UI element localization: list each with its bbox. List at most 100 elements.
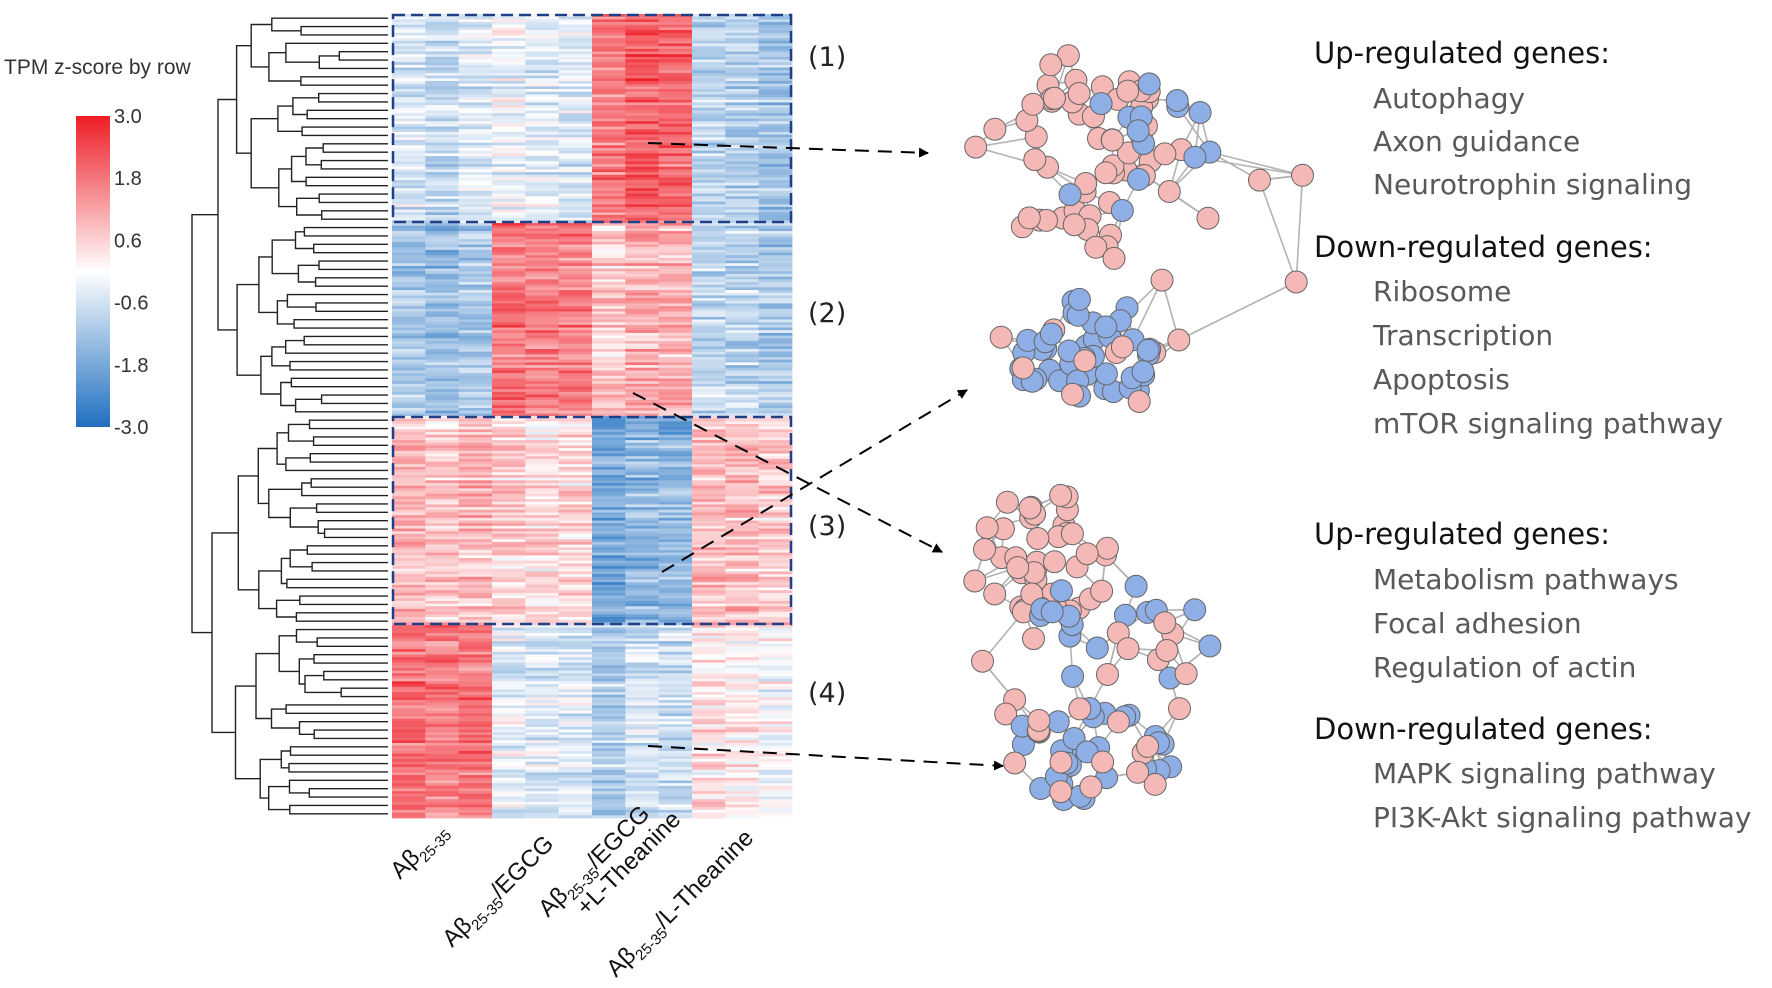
heatmap-cell	[625, 678, 660, 682]
heatmap-cell	[725, 515, 760, 519]
heatmap-cell	[625, 381, 660, 385]
heatmap-cell	[558, 643, 593, 647]
heatmap-cell	[458, 239, 493, 243]
heatmap-cell	[392, 662, 426, 666]
heatmap-cell	[758, 59, 793, 63]
heatmap-cell	[725, 550, 760, 554]
heatmap-cell	[758, 359, 793, 363]
heatmap-cell	[525, 110, 560, 114]
heatmap-cell	[558, 118, 593, 122]
heatmap-cell	[558, 370, 593, 374]
heatmap-cell	[525, 726, 560, 730]
heatmap-cell	[458, 617, 493, 621]
heatmap-cell	[492, 72, 526, 77]
heatmap-cell	[625, 327, 660, 331]
heatmap-cell	[758, 681, 793, 685]
heatmap-cell	[492, 340, 526, 345]
heatmap-cell	[492, 56, 526, 60]
heatmap-cell	[558, 343, 593, 347]
heatmap-cell	[492, 375, 526, 379]
heatmap-cell	[425, 480, 460, 484]
heatmap-cell	[592, 466, 626, 470]
heatmap-cell	[492, 139, 526, 144]
heatmap-cell	[692, 568, 726, 572]
heatmap-cell	[592, 81, 626, 85]
heatmap-cell	[592, 257, 626, 261]
heatmap-cell	[658, 249, 693, 253]
heatmap-cell	[492, 86, 526, 90]
heatmap-cell	[625, 812, 660, 816]
heatmap-cell	[625, 450, 660, 454]
heatmap-cell	[558, 466, 593, 470]
heatmap-cell	[725, 421, 760, 425]
heatmap-cell	[392, 338, 426, 342]
heatmap-cell	[758, 686, 793, 690]
heatmap-cell	[425, 139, 460, 144]
heatmap-cell	[425, 330, 460, 334]
heatmap-cell	[692, 322, 726, 326]
heatmap-cell	[492, 432, 526, 436]
heatmap-cell	[392, 91, 426, 95]
heatmap-cell	[558, 330, 593, 334]
heatmap-cell	[725, 354, 760, 358]
down-regulated-node	[1126, 119, 1150, 143]
heatmap-cell	[492, 456, 526, 460]
heatmap-cell	[392, 252, 426, 256]
heatmap-cell	[525, 649, 560, 653]
heatmap-cell	[592, 450, 626, 454]
heatmap-cell	[525, 172, 560, 176]
heatmap-cell	[392, 268, 426, 272]
heatmap-cell	[625, 16, 660, 20]
heatmap-cell	[625, 54, 660, 58]
heatmap-cell	[658, 437, 693, 441]
heatmap-cell	[692, 271, 726, 275]
heatmap-cell	[492, 292, 526, 296]
heatmap-cell	[425, 43, 460, 47]
heatmap-cell	[392, 311, 426, 315]
heatmap-cell	[525, 81, 560, 85]
heatmap-cell	[658, 386, 693, 390]
heatmap-cell	[458, 611, 493, 615]
heatmap-cell	[625, 769, 660, 773]
heatmap-cell	[392, 362, 426, 366]
up-title-1: Up-regulated genes:	[1314, 36, 1610, 70]
heatmap-cell	[658, 555, 693, 559]
heatmap-cell	[625, 598, 660, 602]
heatmap-cell	[392, 206, 426, 211]
heatmap-cell	[758, 512, 793, 516]
heatmap-cell	[392, 751, 426, 755]
heatmap-cell	[758, 667, 793, 671]
heatmap-cell	[558, 550, 593, 554]
heatmap-cell	[525, 745, 560, 749]
heatmap-cell	[625, 496, 660, 500]
heatmap-cell	[392, 46, 426, 50]
heatmap-cell	[758, 394, 793, 398]
heatmap-cell	[525, 550, 560, 554]
heatmap-cell	[758, 700, 793, 704]
heatmap-cell	[525, 461, 560, 465]
heatmap-cell	[492, 394, 526, 398]
heatmap-cell	[592, 220, 626, 224]
heatmap-cell	[392, 279, 426, 283]
color-legend: TPM z-score by row 3.01.80.6-0.6-1.8-3.0	[4, 56, 192, 439]
heatmap-cell	[558, 40, 593, 44]
heatmap-cell	[558, 126, 593, 130]
heatmap-cell	[658, 64, 693, 68]
heatmap-cell	[658, 193, 693, 197]
heatmap-cell	[492, 571, 526, 575]
legend-tick-label: 3.0	[114, 106, 142, 128]
heatmap-cell	[658, 635, 693, 639]
heatmap-cell	[725, 426, 760, 430]
heatmap-cell	[492, 627, 526, 631]
heatmap-cell	[558, 249, 593, 253]
heatmap-cell	[658, 113, 693, 117]
heatmap-cell	[625, 488, 660, 492]
heatmap-cell	[558, 600, 593, 604]
heatmap-cell	[758, 466, 793, 470]
heatmap-cell	[392, 456, 426, 460]
heatmap-cell	[458, 383, 493, 387]
heatmap-cell	[758, 349, 793, 353]
heatmap-cell	[692, 399, 726, 403]
heatmap-cell	[392, 509, 426, 513]
heatmap-cell	[592, 675, 626, 680]
